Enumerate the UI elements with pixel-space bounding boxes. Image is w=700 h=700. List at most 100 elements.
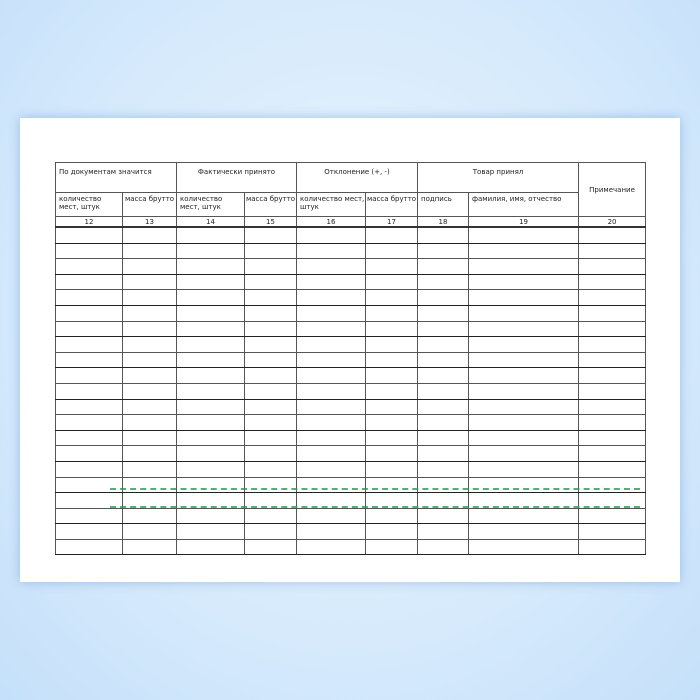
- empty-cell: [364, 320, 419, 338]
- empty-cell: [122, 414, 177, 431]
- empty-cell: [468, 320, 580, 338]
- empty-cell: [122, 320, 177, 338]
- empty-cell: [578, 367, 647, 384]
- subheader-count: количество мест, штук: [296, 192, 366, 217]
- scan-artifact-line: [110, 488, 640, 490]
- document-page: По документам значится Фактически принят…: [20, 118, 680, 582]
- empty-cell: [55, 367, 123, 384]
- empty-cell: [417, 429, 470, 447]
- empty-cell: [468, 336, 580, 353]
- empty-cell: [55, 538, 123, 556]
- empty-cell: [468, 507, 580, 525]
- empty-cell: [364, 258, 419, 275]
- empty-cell: [578, 304, 647, 322]
- empty-cell: [122, 273, 177, 291]
- empty-cell: [468, 289, 580, 306]
- empty-cell: [122, 226, 177, 244]
- empty-cell: [176, 351, 245, 369]
- table-row: [55, 351, 647, 369]
- empty-cell: [417, 398, 470, 416]
- empty-cell: [176, 273, 245, 291]
- empty-cell: [176, 242, 245, 260]
- table-row: [55, 382, 647, 400]
- empty-cell: [55, 258, 123, 275]
- empty-cell: [296, 460, 366, 478]
- empty-cell: [244, 429, 297, 447]
- empty-cell: [578, 226, 647, 244]
- empty-cell: [364, 226, 419, 244]
- empty-cell: [176, 398, 245, 416]
- subheader-count: количество мест, штук: [176, 192, 245, 217]
- empty-cell: [296, 351, 366, 369]
- column-number: 17: [364, 216, 419, 228]
- empty-cell: [417, 351, 470, 369]
- empty-cell: [55, 226, 123, 244]
- empty-cell: [364, 460, 419, 478]
- empty-cell: [417, 320, 470, 338]
- empty-cell: [417, 507, 470, 525]
- empty-cell: [468, 351, 580, 369]
- empty-cell: [244, 414, 297, 431]
- empty-cell: [296, 289, 366, 306]
- empty-cell: [417, 242, 470, 260]
- empty-cell: [296, 382, 366, 400]
- empty-cell: [417, 273, 470, 291]
- acceptance-table: По документам значится Фактически принят…: [55, 162, 647, 556]
- empty-cell: [296, 226, 366, 244]
- empty-cell: [578, 429, 647, 447]
- empty-cell: [244, 476, 297, 494]
- empty-cell: [417, 476, 470, 494]
- empty-cell: [296, 445, 366, 462]
- empty-cell: [578, 460, 647, 478]
- table-row: [55, 476, 647, 494]
- table-row: [55, 242, 647, 260]
- empty-cell: [296, 258, 366, 275]
- empty-cell: [244, 398, 297, 416]
- empty-cell: [55, 273, 123, 291]
- empty-cell: [244, 336, 297, 353]
- table-row: [55, 289, 647, 306]
- empty-cell: [296, 523, 366, 540]
- column-number-row: 12 13 14 15 16 17 18 19 20: [55, 216, 647, 228]
- empty-cell: [578, 538, 647, 556]
- empty-cell: [296, 429, 366, 447]
- empty-cell: [468, 414, 580, 431]
- empty-cell: [578, 523, 647, 540]
- empty-cell: [244, 273, 297, 291]
- scan-artifact-line: [110, 506, 640, 508]
- empty-cell: [296, 320, 366, 338]
- empty-cell: [364, 445, 419, 462]
- header-by-documents: По документам значится: [55, 162, 177, 193]
- empty-cell: [296, 336, 366, 353]
- empty-cell: [364, 523, 419, 540]
- empty-cell: [417, 460, 470, 478]
- empty-cell: [176, 429, 245, 447]
- empty-cell: [468, 398, 580, 416]
- empty-cell: [417, 538, 470, 556]
- column-number: 18: [417, 216, 470, 228]
- empty-cell: [244, 460, 297, 478]
- empty-cell: [122, 336, 177, 353]
- empty-cell: [578, 289, 647, 306]
- empty-cell: [55, 242, 123, 260]
- empty-cell: [364, 507, 419, 525]
- empty-cell: [122, 523, 177, 540]
- subheader-signature: подпись: [417, 192, 470, 217]
- empty-cell: [364, 367, 419, 384]
- empty-cell: [364, 429, 419, 447]
- empty-cell: [296, 273, 366, 291]
- empty-cell: [55, 476, 123, 494]
- column-number: 13: [122, 216, 177, 228]
- empty-cell: [244, 507, 297, 525]
- empty-cell: [364, 414, 419, 431]
- empty-cell: [417, 382, 470, 400]
- table-row: [55, 258, 647, 275]
- column-number: 19: [468, 216, 580, 228]
- table-row: [55, 538, 647, 556]
- empty-cell: [122, 507, 177, 525]
- empty-cell: [296, 538, 366, 556]
- empty-cell: [364, 476, 419, 494]
- empty-cell: [244, 351, 297, 369]
- empty-cell: [176, 507, 245, 525]
- header-note: Примечание: [578, 162, 647, 217]
